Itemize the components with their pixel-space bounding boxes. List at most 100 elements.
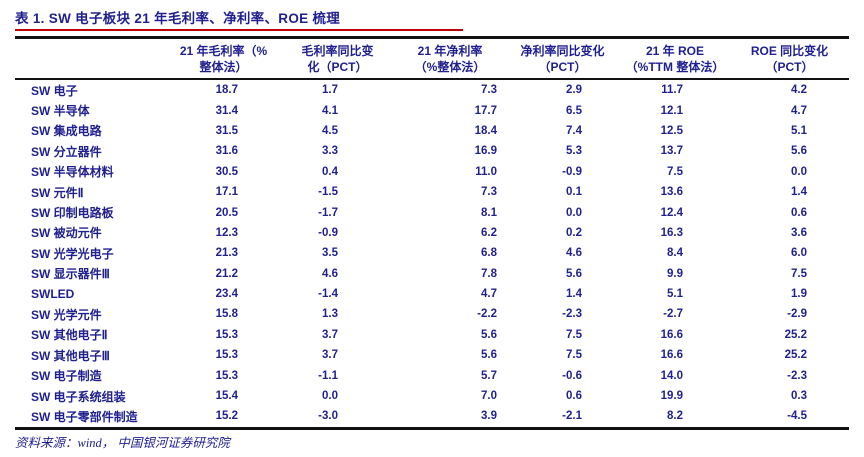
row-label: SW 分立器件 — [31, 144, 102, 159]
cell-value: 13.6 — [660, 186, 683, 199]
header-line: 21 年净利率 — [417, 44, 483, 58]
header-row: 21 年毛利率（% 整体法） 毛利率同比变 化（PCT） 21 年净利率 （%整… — [15, 36, 849, 80]
cell-value: 6.2 — [481, 226, 497, 239]
cell-value: 16.3 — [660, 226, 683, 239]
cell-value: 7.5 — [667, 165, 683, 178]
cell-value: -2.3 — [787, 369, 807, 382]
cell-value: 5.1 — [667, 288, 683, 301]
cell-value: 3.9 — [395, 406, 505, 430]
cell-value: 4.7 — [791, 104, 807, 117]
cell-value: 8.2 — [620, 406, 730, 430]
table-row: SW 元件Ⅱ 17.1 -1.5 7.3 0.1 13.6 1.4 — [15, 182, 849, 202]
table-row: SW 其他电子Ⅱ 15.3 3.7 5.6 7.5 16.6 25.2 — [15, 325, 849, 345]
row-label: SW 电子零部件制造 — [15, 406, 167, 430]
table-row: SW 光学光电子 21.3 3.5 6.8 4.6 8.4 6.0 — [15, 243, 849, 263]
cell-value: 1.7 — [322, 84, 338, 97]
cell-value: -2.9 — [787, 308, 807, 321]
cell-value: 16.9 — [474, 145, 497, 158]
cell-value: 3.7 — [322, 328, 338, 341]
header-line: 净利率同比变化 — [520, 44, 605, 58]
cell-value: 5.1 — [791, 124, 807, 137]
header-line: 21 年毛利率（% — [179, 44, 268, 58]
cell-value: 17.1 — [215, 186, 238, 199]
header-cell-net-margin: 21 年净利率 （%整体法） — [395, 36, 505, 80]
cell-value: 5.6 — [481, 328, 497, 341]
header-cell-net-margin-change: 净利率同比变化 （PCT） — [505, 36, 620, 80]
cell-value: 5.6 — [566, 267, 582, 280]
cell-value: 7.8 — [481, 267, 497, 280]
cell-value: 3.7 — [322, 349, 338, 362]
cell-value: 8.1 — [481, 206, 497, 219]
cell-value: -3.0 — [280, 406, 395, 430]
cell-value: 23.4 — [215, 288, 238, 301]
header-cell-gross-margin-change: 毛利率同比变 化（PCT） — [280, 36, 395, 80]
row-label: SW 被动元件 — [31, 226, 102, 241]
cell-value: 4.1 — [322, 104, 338, 117]
header-line: （PCT） — [538, 60, 587, 74]
header-cell-rowlabels — [15, 36, 167, 80]
cell-value: 4.6 — [566, 247, 582, 260]
row-label: SW 印制电路板 — [31, 206, 114, 221]
table-row: SW 显示器件Ⅲ 21.2 4.6 7.8 5.6 9.9 7.5 — [15, 264, 849, 284]
cell-value: 5.6 — [481, 349, 497, 362]
title-underline-rule — [15, 29, 463, 31]
cell-value: 0.0 — [791, 165, 807, 178]
cell-value: 15.3 — [215, 349, 238, 362]
cell-value: -0.6 — [562, 369, 582, 382]
cell-value: 3.3 — [322, 145, 338, 158]
table-row: SW 分立器件 31.6 3.3 16.9 5.3 13.7 5.6 — [15, 141, 849, 161]
row-label: SW 显示器件Ⅲ — [31, 267, 110, 282]
row-label: SW 半导体材料 — [31, 165, 114, 180]
table-row: SW 集成电路 31.5 4.5 18.4 7.4 12.5 5.1 — [15, 121, 849, 141]
cell-value: 3.6 — [791, 226, 807, 239]
cell-value: 31.4 — [215, 104, 238, 117]
cell-value: 7.3 — [481, 186, 497, 199]
cell-value: 4.6 — [322, 267, 338, 280]
cell-value: 2.9 — [566, 84, 582, 97]
cell-value: 18.4 — [474, 124, 497, 137]
table-row: SW 其他电子Ⅲ 15.3 3.7 5.6 7.5 16.6 25.2 — [15, 345, 849, 365]
row-label: SWLED — [31, 287, 75, 302]
table-row: SW 电子 18.7 1.7 7.3 2.9 11.7 4.2 — [15, 79, 849, 100]
header-line: （PCT） — [765, 60, 814, 74]
financials-table: 21 年毛利率（% 整体法） 毛利率同比变 化（PCT） 21 年净利率 （%整… — [15, 36, 849, 430]
cell-value: 14.0 — [660, 369, 683, 382]
cell-value: 7.4 — [566, 124, 582, 137]
cell-value: 25.2 — [784, 349, 807, 362]
cell-value: 11.0 — [475, 165, 497, 178]
table-row: SW 印制电路板 20.5 -1.7 8.1 0.0 12.4 0.6 — [15, 202, 849, 222]
row-label: SW 其他电子Ⅱ — [31, 328, 108, 343]
cell-value: 21.2 — [215, 267, 238, 280]
cell-value: 11.7 — [661, 84, 683, 97]
cell-value: 4.7 — [481, 288, 497, 301]
cell-value: 1.4 — [566, 288, 582, 301]
cell-value: 12.3 — [215, 226, 238, 239]
cell-value: -1.1 — [318, 369, 338, 382]
cell-value: 13.7 — [660, 145, 683, 158]
cell-value: -0.9 — [562, 165, 582, 178]
cell-value: -0.9 — [318, 226, 338, 239]
table-row: SW 电子零部件制造 15.2 -3.0 3.9 -2.1 8.2 -4.5 — [15, 406, 849, 430]
cell-value: 1.4 — [791, 186, 807, 199]
table-row: SW 半导体材料 30.5 0.4 11.0 -0.9 7.5 0.0 — [15, 162, 849, 182]
cell-value: 0.0 — [566, 206, 582, 219]
cell-value: 7.0 — [481, 390, 497, 403]
cell-value: 15.8 — [215, 308, 238, 321]
cell-value: 0.0 — [322, 390, 338, 403]
cell-value: 30.5 — [215, 165, 238, 178]
header-line: （%TTM 整体法） — [625, 60, 725, 74]
header-line: 整体法） — [199, 60, 248, 74]
header-cell-roe: 21 年 ROE （%TTM 整体法） — [620, 36, 730, 80]
cell-value: 16.6 — [660, 349, 683, 362]
cell-value: 0.6 — [566, 390, 582, 403]
row-label: SW 电子 — [31, 83, 78, 98]
row-label: SW 元件Ⅱ — [31, 185, 84, 200]
table-row: SWLED 23.4 -1.4 4.7 1.4 5.1 1.9 — [15, 284, 849, 304]
cell-value: -1.4 — [318, 288, 338, 301]
cell-value: 4.5 — [322, 124, 338, 137]
cell-value: 16.6 — [660, 328, 683, 341]
cell-value: 12.4 — [660, 206, 683, 219]
cell-value: 21.3 — [215, 247, 238, 260]
cell-value: 9.9 — [667, 267, 683, 280]
